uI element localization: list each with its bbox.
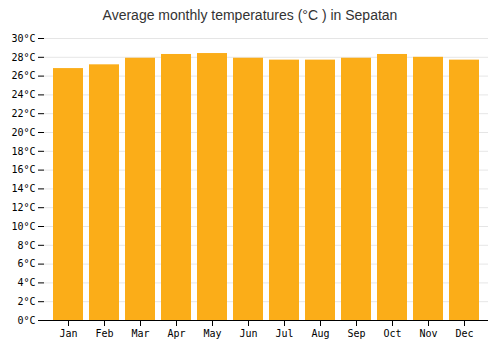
- svg-text:26°C: 26°C: [11, 70, 35, 81]
- svg-text:Jun: Jun: [239, 328, 257, 339]
- svg-text:Oct: Oct: [383, 328, 401, 339]
- svg-text:Apr: Apr: [167, 328, 185, 339]
- svg-text:Aug: Aug: [311, 328, 329, 339]
- svg-text:Mar: Mar: [131, 328, 149, 339]
- svg-text:10°C: 10°C: [11, 221, 35, 232]
- svg-text:14°C: 14°C: [11, 183, 35, 194]
- svg-text:Nov: Nov: [419, 328, 437, 339]
- svg-text:Jul: Jul: [275, 328, 293, 339]
- svg-text:18°C: 18°C: [11, 146, 35, 157]
- svg-text:Sep: Sep: [347, 328, 365, 339]
- svg-text:30°C: 30°C: [11, 33, 35, 44]
- html-text:Average monthly temperatures (: Average monthly temperatures (°C ) in Se…: [102, 7, 398, 23]
- svg-text:0°C: 0°C: [17, 315, 35, 326]
- svg-text:8°C: 8°C: [17, 240, 35, 251]
- svg-text:Feb: Feb: [95, 328, 113, 339]
- svg-text:Dec: Dec: [455, 328, 473, 339]
- svg-text:6°C: 6°C: [17, 258, 35, 269]
- svg-text:24°C: 24°C: [11, 89, 35, 100]
- svg-text:May: May: [203, 328, 221, 339]
- svg-text:28°C: 28°C: [11, 52, 35, 63]
- svg-text:4°C: 4°C: [17, 277, 35, 288]
- svg-text:Jan: Jan: [59, 328, 77, 339]
- svg-text:2°C: 2°C: [17, 296, 35, 307]
- svg-text:12°C: 12°C: [11, 202, 35, 213]
- svg-text:16°C: 16°C: [11, 164, 35, 175]
- svg-text:22°C: 22°C: [11, 108, 35, 119]
- svg-text:20°C: 20°C: [11, 127, 35, 138]
